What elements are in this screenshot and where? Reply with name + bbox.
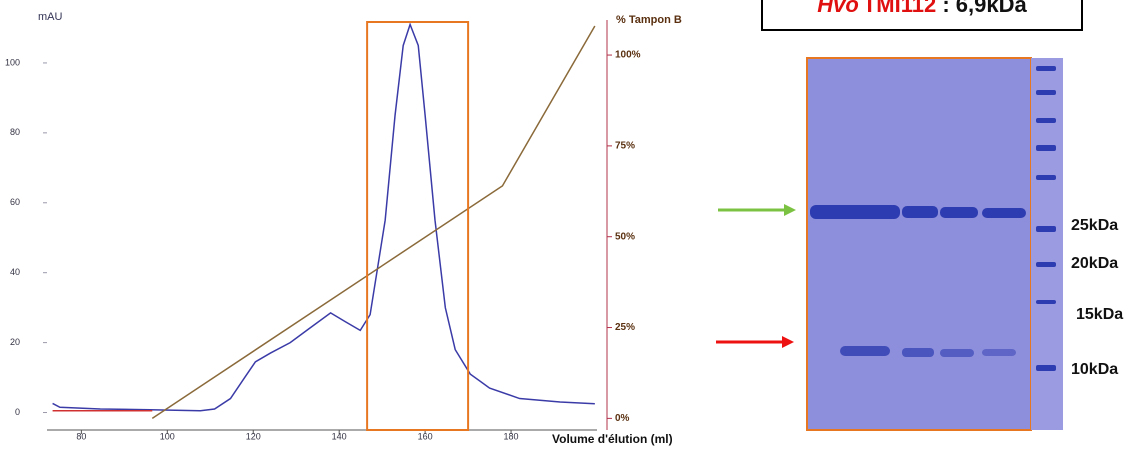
ladder-band: [1036, 300, 1056, 304]
x-tick-label: 180: [504, 431, 519, 441]
ladder-band: [1036, 145, 1056, 151]
y-tick-label: 40: [10, 267, 20, 277]
title-name: TMI112: [863, 0, 936, 17]
y-tick-label: 0: [15, 407, 20, 417]
ladder-lane: [1031, 58, 1063, 430]
highlight-box: [366, 21, 470, 431]
y2-tick-label: 0%: [615, 413, 630, 424]
title-rest: : 6,9kDa: [936, 0, 1027, 17]
x-tick-label: 160: [418, 431, 433, 441]
arrow-head: [782, 336, 794, 348]
y2-tick-label: 75%: [615, 141, 635, 152]
x-tick-label: 80: [76, 431, 86, 441]
title-box: [761, 0, 1083, 31]
ladder-band: [1036, 90, 1056, 95]
gel: [806, 57, 1032, 431]
bands: [810, 66, 1056, 371]
band: [902, 206, 938, 218]
ladder-band: [1036, 118, 1056, 123]
x-axis-label: Volume d'élution (ml): [552, 432, 673, 446]
band: [810, 205, 900, 219]
x-tick-label: 100: [160, 431, 175, 441]
ladder-band: [1036, 175, 1056, 180]
marker-label: 20kDa: [1071, 255, 1118, 272]
ladder-band: [1036, 226, 1056, 232]
band: [982, 349, 1016, 356]
gel-title: Hvo TMI112 : 6,9kDa: [817, 0, 1027, 17]
y2-tick-label: 100%: [615, 50, 641, 61]
marker-label: 15kDa: [1076, 306, 1123, 323]
marker-label: 25kDa: [1071, 217, 1118, 234]
series-line: [52, 22, 595, 412]
series-line: [151, 25, 596, 419]
band: [840, 346, 890, 356]
x-tick-label: 120: [246, 431, 261, 441]
ladder-band: [1036, 365, 1056, 371]
y2-tick-label: 25%: [615, 322, 635, 333]
band: [982, 208, 1026, 218]
band: [902, 348, 934, 357]
y2-axis-label: % Tampon B: [616, 14, 682, 26]
ladder-band: [1036, 262, 1056, 267]
arrow-head: [784, 204, 796, 216]
y-axis-label: mAU: [38, 11, 63, 23]
y-tick-label: 60: [10, 197, 20, 207]
x-tick-label: 140: [332, 431, 347, 441]
ladder-band: [1036, 66, 1056, 71]
y-tick-label: 20: [10, 337, 20, 347]
band: [940, 207, 978, 218]
y2-tick-label: 50%: [615, 231, 635, 242]
band: [940, 349, 974, 357]
title-italic: Hvo: [817, 0, 859, 17]
marker-label: 10kDa: [1071, 361, 1118, 378]
y-tick-label: 80: [10, 127, 20, 137]
y-tick-label: 100: [5, 57, 20, 67]
